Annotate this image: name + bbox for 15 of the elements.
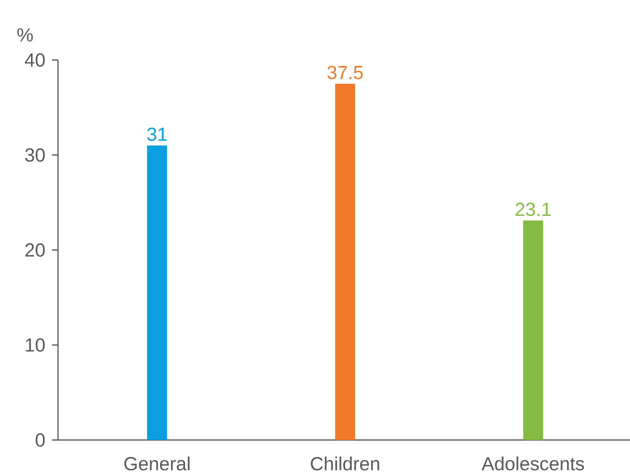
y-axis-title: % [17,28,33,42]
bar [335,84,356,440]
y-tick-label: 10 [26,338,45,352]
y-tick-label: 0 [36,433,45,447]
y-tick-label: 40 [24,53,45,67]
bar [523,220,544,440]
x-tick-label: Adolescents [482,456,584,470]
x-tick-label: General [124,456,190,470]
data-label: 37.5 [327,66,363,80]
bar [147,146,168,440]
data-label: 31 [147,128,167,141]
data-label: 23.1 [516,202,551,216]
y-tick-label: 20 [25,243,45,257]
y-tick-label: 30 [25,148,45,162]
x-tick-label: Children [310,456,380,470]
